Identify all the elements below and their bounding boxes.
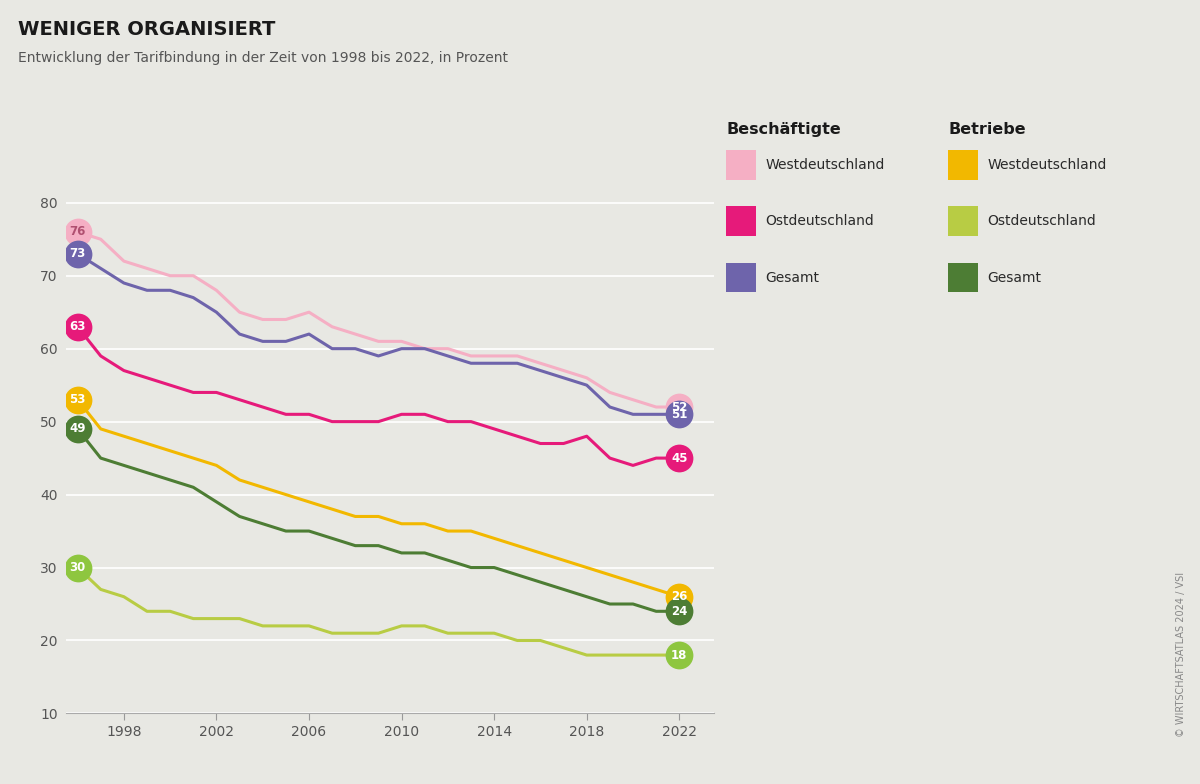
Text: Entwicklung der Tarifbindung in der Zeit von 1998 bis 2022, in Prozent: Entwicklung der Tarifbindung in der Zeit… xyxy=(18,51,508,65)
Text: Gesamt: Gesamt xyxy=(766,270,820,285)
Text: WENIGER ORGANISIERT: WENIGER ORGANISIERT xyxy=(18,20,275,38)
Text: Ostdeutschland: Ostdeutschland xyxy=(766,214,875,228)
Text: 45: 45 xyxy=(671,452,688,465)
Text: 76: 76 xyxy=(70,226,85,238)
Text: © WIRTSCHAFTSATLAS 2024 / VSI: © WIRTSCHAFTSATLAS 2024 / VSI xyxy=(1176,572,1186,737)
Text: Ostdeutschland: Ostdeutschland xyxy=(988,214,1097,228)
Text: 24: 24 xyxy=(671,604,688,618)
Text: 49: 49 xyxy=(70,423,86,435)
Text: 51: 51 xyxy=(671,408,688,421)
Text: 53: 53 xyxy=(70,394,85,406)
Text: 52: 52 xyxy=(671,401,688,413)
Text: Beschäftigte: Beschäftigte xyxy=(726,122,841,136)
Text: 63: 63 xyxy=(70,321,85,333)
Text: Betriebe: Betriebe xyxy=(948,122,1026,136)
Text: 73: 73 xyxy=(70,247,85,260)
Text: 18: 18 xyxy=(671,648,688,662)
Text: 30: 30 xyxy=(70,561,85,574)
Text: Westdeutschland: Westdeutschland xyxy=(988,158,1106,172)
Text: Gesamt: Gesamt xyxy=(988,270,1042,285)
Text: Westdeutschland: Westdeutschland xyxy=(766,158,884,172)
Text: 26: 26 xyxy=(671,590,688,603)
